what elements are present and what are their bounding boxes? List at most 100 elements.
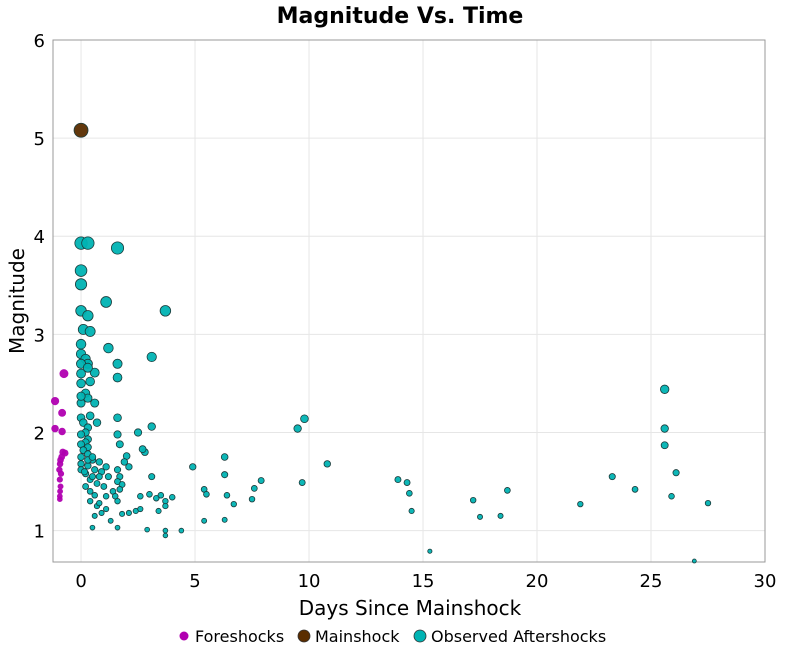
observed-aftershocks-point: [631, 486, 639, 493]
observed-aftershocks-point: [201, 517, 208, 524]
observed-aftershocks-point: [153, 495, 160, 502]
y-tick-label: 2: [34, 423, 45, 444]
x-axis-label: Days Since Mainshock: [299, 596, 522, 620]
observed-aftershocks-point: [91, 512, 98, 519]
y-tick-label: 1: [34, 522, 45, 543]
observed-aftershocks-point: [144, 526, 150, 533]
observed-aftershocks-point: [91, 492, 98, 499]
legend-label-foreshocks: Foreshocks: [195, 627, 284, 646]
observed-aftershocks-point: [137, 505, 144, 513]
observed-aftershocks-point: [394, 476, 402, 484]
observed-aftershocks-point: [100, 483, 108, 490]
observed-aftershocks-point: [82, 483, 89, 490]
observed-aftershocks-point: [114, 524, 121, 531]
observed-aftershocks-point: [660, 384, 670, 394]
observed-aftershocks-point: [300, 414, 309, 424]
observed-aftershocks-point: [82, 310, 94, 322]
legend-marker-observed-aftershocks: [413, 629, 427, 643]
observed-aftershocks-point: [86, 488, 94, 495]
observed-aftershocks-point: [95, 473, 103, 481]
foreshocks-point: [56, 476, 63, 483]
observed-aftershocks-point: [250, 485, 258, 492]
foreshocks-point: [57, 483, 64, 490]
observed-aftershocks-point: [89, 524, 96, 531]
observed-aftershocks-point: [403, 479, 411, 486]
observed-aftershocks-point: [178, 527, 185, 534]
observed-aftershocks-point: [113, 466, 122, 474]
mainshock-point: [73, 122, 89, 138]
observed-aftershocks-point: [660, 441, 669, 450]
x-tick-label: 15: [412, 571, 435, 592]
observed-aftershocks-point: [80, 468, 89, 476]
observed-aftershocks-point: [203, 491, 210, 498]
observed-aftershocks-point: [77, 453, 85, 461]
observed-aftershocks-point: [497, 512, 504, 519]
observed-aftershocks-point: [74, 278, 88, 291]
foreshocks-point: [56, 460, 64, 468]
observed-aftershocks-point: [169, 494, 176, 501]
observed-aftershocks-point: [162, 532, 169, 539]
observed-aftershocks-point: [672, 469, 680, 477]
y-tick-label: 3: [34, 325, 45, 346]
legend-label-observed-aftershocks: Observed Aftershocks: [431, 627, 606, 646]
observed-aftershocks-point: [146, 491, 153, 498]
observed-aftershocks-point: [112, 372, 123, 383]
observed-aftershocks-point: [100, 296, 112, 308]
observed-aftershocks-point: [298, 479, 306, 486]
observed-aftershocks-point: [76, 368, 86, 379]
observed-aftershocks-point: [148, 473, 156, 481]
observed-aftershocks-point: [469, 496, 477, 504]
y-tick-label: 6: [34, 31, 45, 52]
observed-aftershocks-point: [221, 516, 228, 523]
observed-aftershocks-point: [113, 430, 122, 439]
observed-aftershocks-point: [112, 358, 123, 369]
observed-aftershocks-point: [155, 507, 162, 515]
observed-aftershocks-point: [81, 236, 95, 250]
observed-aftershocks-point: [146, 351, 157, 363]
chart-title: Magnitude Vs. Time: [277, 4, 524, 29]
observed-aftershocks-point: [133, 428, 143, 437]
observed-aftershocks-point: [691, 558, 697, 564]
observed-aftershocks-point: [704, 499, 712, 507]
foreshocks-point: [51, 424, 59, 433]
foreshocks-point: [50, 396, 60, 406]
y-tick-label: 4: [34, 227, 45, 248]
observed-aftershocks-point: [221, 471, 229, 479]
observed-aftershocks-point: [137, 493, 144, 500]
observed-aftershocks-point: [85, 411, 95, 421]
observed-aftershocks-point: [138, 445, 147, 454]
observed-aftershocks-point: [406, 490, 413, 497]
observed-aftershocks-point: [257, 477, 265, 485]
foreshocks-point: [58, 408, 67, 417]
observed-aftershocks-point: [504, 487, 511, 494]
plot-border: [52, 39, 766, 563]
x-tick-label: 5: [189, 571, 200, 592]
observed-aftershocks-point: [102, 493, 110, 500]
observed-aftershocks-point: [90, 398, 100, 408]
observed-aftershocks-point: [98, 509, 105, 516]
foreshocks-point: [57, 470, 65, 477]
legend-marker-mainshock: [297, 629, 311, 643]
observed-aftershocks-point: [230, 500, 237, 508]
observed-aftershocks-point: [76, 391, 86, 401]
observed-aftershocks-point: [119, 510, 126, 517]
observed-aftershocks-point: [102, 463, 110, 471]
observed-aftershocks-point: [577, 500, 584, 508]
foreshocks-point: [57, 488, 63, 495]
observed-aftershocks-point: [116, 486, 124, 493]
observed-aftershocks-point: [114, 497, 121, 505]
observed-aftershocks-point: [76, 378, 86, 389]
observed-aftershocks-point: [189, 463, 197, 471]
foreshocks-point: [59, 369, 69, 379]
observed-aftershocks-point: [477, 513, 483, 520]
observed-aftershocks-point: [75, 338, 87, 350]
x-tick-label: 10: [298, 571, 321, 592]
y-tick-label: 5: [34, 129, 45, 150]
observed-aftershocks-point: [162, 502, 169, 510]
observed-aftershocks-point: [162, 527, 169, 534]
observed-aftershocks-point: [82, 362, 93, 373]
observed-aftershocks-point: [660, 424, 669, 433]
observed-aftershocks-point: [95, 458, 103, 466]
